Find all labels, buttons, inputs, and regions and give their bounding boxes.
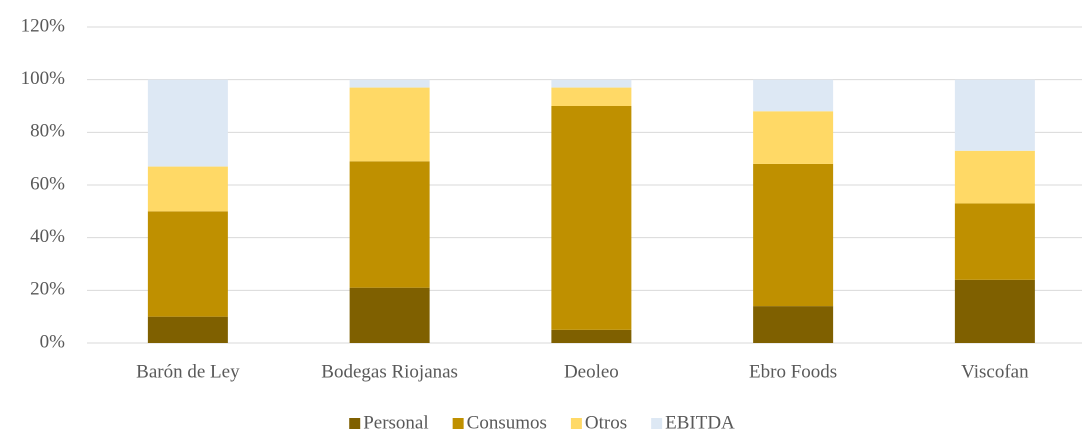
y-tick-label: 120% [21, 15, 66, 36]
bar-segment [349, 79, 430, 88]
bar-segment [147, 211, 228, 317]
bar-segment [147, 316, 228, 343]
bar-segment [349, 161, 430, 288]
legend-swatch [651, 418, 663, 429]
bar-segment [551, 87, 632, 106]
bar-segment [753, 163, 834, 307]
legend-swatch [349, 418, 361, 429]
bar-segment [954, 203, 1035, 280]
x-tick-label: Bodegas Riojanas [321, 361, 458, 382]
legend-swatch [570, 418, 582, 429]
bar-segment [551, 79, 632, 88]
bar-segment [147, 79, 228, 167]
legend-label: EBITDA [665, 412, 735, 432]
legend-label: Otros [585, 412, 627, 432]
bar-segment [954, 150, 1035, 204]
bar-segment [753, 111, 834, 164]
x-tick-label: Viscofan [961, 361, 1029, 382]
legend-label: Consumos [467, 412, 547, 432]
y-tick-label: 40% [30, 226, 65, 247]
bar-segment [551, 329, 632, 343]
bar-segment [147, 166, 228, 212]
bar-segment [349, 87, 430, 162]
y-tick-label: 80% [30, 121, 65, 142]
bar-segment [551, 106, 632, 330]
y-tick-label: 0% [40, 331, 66, 352]
bar-segment [954, 279, 1035, 343]
x-tick-label: Deoleo [564, 361, 619, 382]
bar-segment [349, 287, 430, 343]
bar-segment [753, 79, 834, 112]
bar-segment [954, 79, 1035, 151]
legend-swatch [452, 418, 464, 429]
y-tick-label: 60% [30, 173, 65, 194]
x-tick-label: Ebro Foods [749, 361, 837, 382]
bar-segment [753, 306, 834, 343]
y-tick-label: 100% [21, 68, 66, 89]
legend-label: Personal [363, 412, 428, 432]
y-tick-label: 20% [30, 279, 65, 300]
x-tick-label: Barón de Ley [136, 361, 240, 382]
